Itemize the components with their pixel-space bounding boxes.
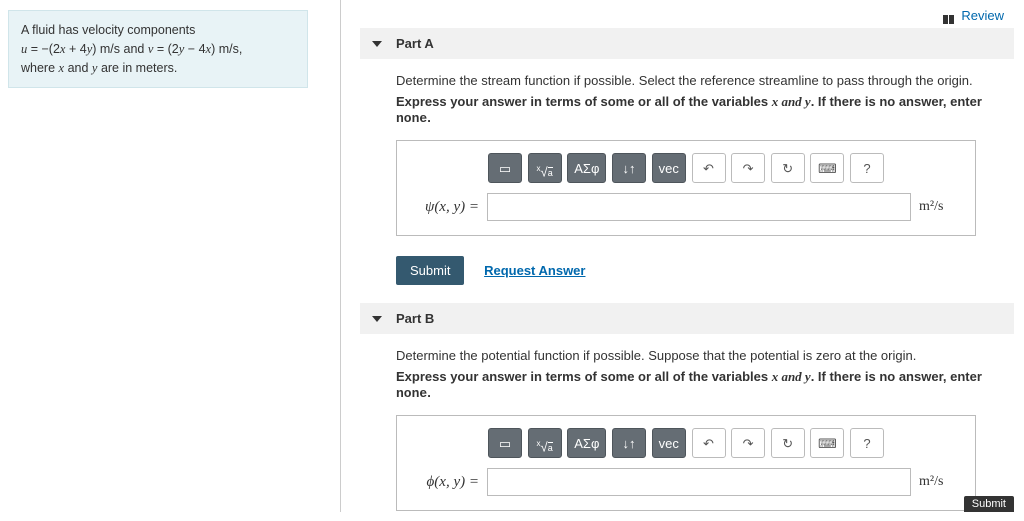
redo-button[interactable]: ↷ bbox=[731, 428, 765, 458]
review-label: Review bbox=[961, 8, 1004, 23]
caret-down-icon bbox=[372, 316, 382, 322]
template-button[interactable]: ▭ bbox=[488, 428, 522, 458]
vec-button[interactable]: vec bbox=[652, 153, 686, 183]
part-b-prompt: Determine the potential function if poss… bbox=[396, 348, 1000, 363]
equation-toolbar: ▭ x√a ΑΣφ ↓↑ vec ↶ ↷ ↻ ⌨ ? bbox=[413, 153, 959, 183]
vec-button[interactable]: vec bbox=[652, 428, 686, 458]
subsup-button[interactable]: ↓↑ bbox=[612, 428, 646, 458]
part-b-instructions: Express your answer in terms of some or … bbox=[396, 369, 1000, 401]
part-a-prompt: Determine the stream function if possibl… bbox=[396, 73, 1000, 88]
part-b-title: Part B bbox=[396, 311, 434, 326]
caret-down-icon bbox=[372, 41, 382, 47]
part-b-unit: m²/s bbox=[919, 474, 959, 490]
part-b-answer-label: ϕ(x, y) = bbox=[413, 474, 479, 491]
review-link[interactable]: Review bbox=[943, 8, 1004, 23]
undo-button[interactable]: ↶ bbox=[692, 428, 726, 458]
problem-line3: where x and y are in meters. bbox=[21, 59, 295, 78]
keyboard-button[interactable]: ⌨ bbox=[810, 428, 844, 458]
bottom-cutoff-button[interactable]: Submit bbox=[964, 496, 1014, 512]
subsup-button[interactable]: ↓↑ bbox=[612, 153, 646, 183]
redo-button[interactable]: ↷ bbox=[731, 153, 765, 183]
reset-button[interactable]: ↻ bbox=[771, 153, 805, 183]
part-a-header[interactable]: Part A bbox=[360, 28, 1014, 59]
help-button[interactable]: ? bbox=[850, 428, 884, 458]
part-a-unit: m²/s bbox=[919, 199, 959, 215]
template-button[interactable]: ▭ bbox=[488, 153, 522, 183]
undo-button[interactable]: ↶ bbox=[692, 153, 726, 183]
part-a-answer-box: ▭ x√a ΑΣφ ↓↑ vec ↶ ↷ ↻ ⌨ ? ψ(x, y) = m²/… bbox=[396, 140, 976, 236]
part-b-answer-box: ▭ x√a ΑΣφ ↓↑ vec ↶ ↷ ↻ ⌨ ? ϕ(x, y) = m²/… bbox=[396, 415, 976, 511]
submit-button[interactable]: Submit bbox=[396, 256, 464, 285]
part-a-title: Part A bbox=[396, 36, 434, 51]
keyboard-button[interactable]: ⌨ bbox=[810, 153, 844, 183]
part-b-answer-input[interactable] bbox=[487, 468, 911, 496]
greek-button[interactable]: ΑΣφ bbox=[567, 153, 606, 183]
problem-statement: A fluid has velocity components u = −(2x… bbox=[8, 10, 308, 88]
root-button[interactable]: x√a bbox=[528, 428, 562, 458]
problem-line2: u = −(2x + 4y) m/s and v = (2y − 4x) m/s… bbox=[21, 40, 295, 59]
reset-button[interactable]: ↻ bbox=[771, 428, 805, 458]
root-button[interactable]: x√a bbox=[528, 153, 562, 183]
greek-button[interactable]: ΑΣφ bbox=[567, 428, 606, 458]
part-a-instructions: Express your answer in terms of some or … bbox=[396, 94, 1000, 126]
part-a-section: Part A Determine the stream function if … bbox=[360, 28, 1014, 285]
vertical-divider bbox=[340, 0, 341, 512]
request-answer-link[interactable]: Request Answer bbox=[484, 263, 585, 278]
part-b-section: Part B Determine the potential function … bbox=[360, 303, 1014, 521]
problem-line1: A fluid has velocity components bbox=[21, 21, 295, 40]
part-a-answer-input[interactable] bbox=[487, 193, 911, 221]
help-button[interactable]: ? bbox=[850, 153, 884, 183]
part-a-answer-label: ψ(x, y) = bbox=[413, 199, 479, 216]
equation-toolbar: ▭ x√a ΑΣφ ↓↑ vec ↶ ↷ ↻ ⌨ ? bbox=[413, 428, 959, 458]
part-b-header[interactable]: Part B bbox=[360, 303, 1014, 334]
review-icon bbox=[943, 12, 957, 22]
